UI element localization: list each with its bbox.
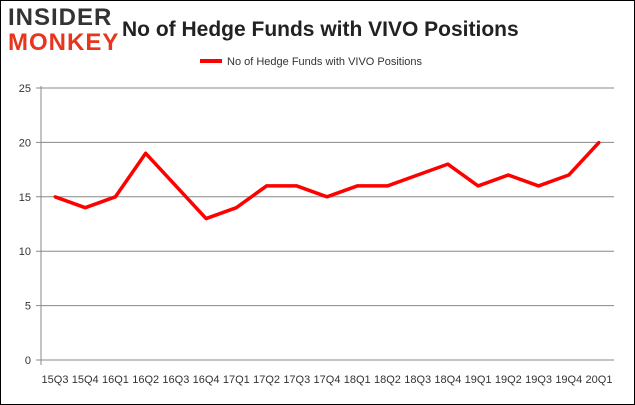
data-point	[416, 173, 420, 177]
x-tick-label: 16Q4	[193, 374, 220, 386]
data-point	[567, 173, 571, 177]
data-point	[446, 162, 450, 166]
data-point	[537, 184, 541, 188]
data-point	[53, 195, 57, 199]
x-tick-label: 17Q1	[223, 374, 250, 386]
y-tick-label: 25	[19, 83, 31, 95]
x-tick-label: 19Q2	[495, 374, 522, 386]
data-point	[325, 195, 329, 199]
chart-title: No of Hedge Funds with VIVO Positions	[122, 18, 519, 41]
x-tick-label: 16Q1	[102, 374, 129, 386]
data-point	[476, 184, 480, 188]
x-tick-label: 17Q3	[283, 374, 310, 386]
x-tick-label: 17Q4	[314, 374, 341, 386]
x-tick-label: 15Q4	[72, 374, 99, 386]
data-point	[204, 217, 208, 221]
x-tick-label: 16Q2	[132, 374, 159, 386]
data-point	[83, 206, 87, 210]
y-tick-label: 20	[19, 137, 31, 149]
x-tick-label: 18Q4	[434, 374, 461, 386]
x-tick-label: 19Q4	[555, 374, 582, 386]
x-tick-label: 20Q1	[586, 374, 613, 386]
logo-line1: INSIDER	[8, 4, 112, 31]
x-tick-label: 18Q1	[344, 374, 371, 386]
y-tick-label: 15	[19, 192, 31, 204]
data-point	[385, 184, 389, 188]
logo-line2: MONKEY	[8, 29, 119, 56]
data-point	[355, 184, 359, 188]
data-point	[265, 184, 269, 188]
data-point	[295, 184, 299, 188]
x-tick-label: 16Q3	[162, 374, 189, 386]
data-point	[174, 184, 178, 188]
series-line	[54, 141, 601, 221]
legend-label: No of Hedge Funds with VIVO Positions	[227, 56, 423, 68]
x-tick-label: 17Q2	[253, 374, 280, 386]
data-point	[234, 206, 238, 210]
y-tick-label: 5	[25, 301, 31, 313]
x-tick-label: 18Q3	[404, 374, 431, 386]
x-tick-label: 19Q1	[465, 374, 492, 386]
legend: No of Hedge Funds with VIVO Positions	[200, 56, 423, 68]
x-tick-label: 15Q3	[42, 374, 69, 386]
y-tick-label: 0	[25, 355, 31, 367]
logo: INSIDER MONKEY	[8, 4, 119, 56]
x-tick-label: 19Q3	[525, 374, 552, 386]
data-point	[506, 173, 510, 177]
data-point	[144, 151, 148, 155]
x-tick-label: 18Q2	[374, 374, 401, 386]
data-point	[113, 195, 117, 199]
data-point	[597, 140, 601, 144]
y-tick-label: 10	[19, 246, 31, 258]
